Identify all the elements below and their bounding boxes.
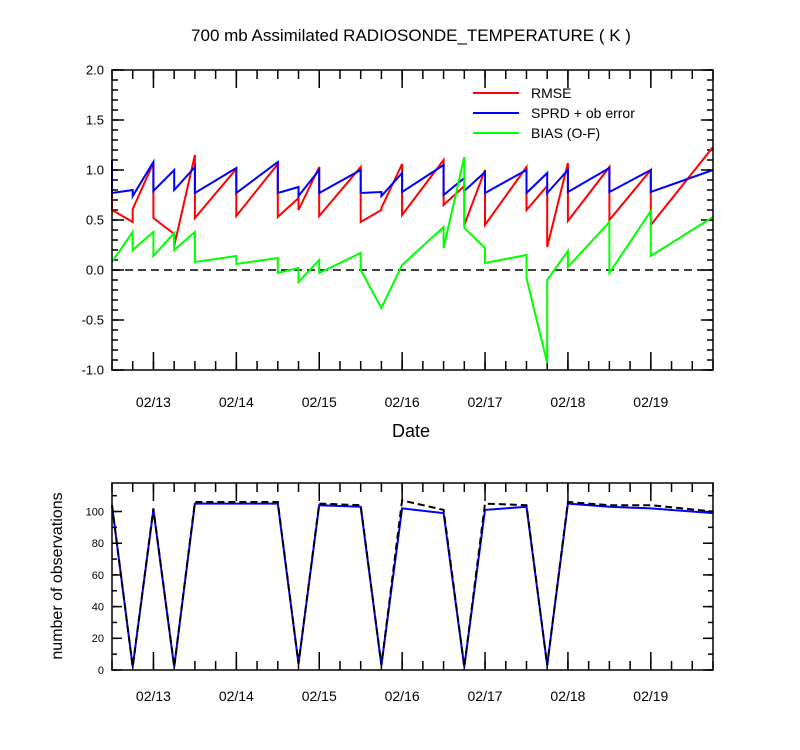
bottom-chart: 02/13 02/14 02/15 02/16 02/17 02/18 02/19 0 20 40… [86, 482, 714, 704]
x-tick-label: 02/16 [385, 394, 420, 410]
x-tick-label: 02/19 [633, 394, 668, 410]
y-tick-label: -0.5 [82, 313, 104, 328]
series-line-possible [111, 499, 714, 667]
y-tick-label: -1.0 [82, 363, 104, 378]
x-tick-label: 02/19 [633, 688, 668, 704]
x-tick-label: 02/16 [385, 688, 420, 704]
top-chart: 02/13 02/14 02/15 02/16 02/17 02/18 02/19 -1.0 -… [82, 63, 714, 410]
y-tick-label: 80 [92, 538, 104, 550]
x-tick-label: 02/18 [550, 394, 585, 410]
x-tick-label: 02/14 [219, 688, 254, 704]
chart-title: 700 mb Assimilated RADIOSONDE_TEMPERATUR… [191, 26, 631, 45]
x-tick-label: 02/18 [550, 688, 585, 704]
series-line-assimilated [111, 502, 714, 667]
plot-frame [111, 69, 714, 371]
y-tick-label: 2.0 [86, 63, 104, 78]
y-tick-label: 0.0 [86, 263, 104, 278]
x-axis-label: Date [392, 421, 430, 441]
y-tick-label: 40 [92, 601, 104, 613]
series-line-rmse [111, 146, 714, 248]
x-tick-label: 02/17 [468, 394, 503, 410]
x-tick-label: 02/14 [219, 394, 254, 410]
y-tick-label: 0 [98, 665, 104, 677]
legend-label: BIAS (O-F) [531, 125, 600, 141]
plot-frame [111, 482, 714, 671]
y-tick-label: 1.0 [86, 163, 104, 178]
y-tick-label: 0.5 [86, 213, 104, 228]
legend-label: SPRD + ob error [531, 105, 635, 121]
y-axis-label-obs: number of observations [49, 492, 66, 659]
series-line-bias-o-f [111, 156, 714, 364]
x-tick-label: 02/15 [302, 688, 337, 704]
x-tick-label: 02/13 [136, 688, 171, 704]
legend-label: RMSE [531, 85, 571, 101]
x-tick-label: 02/17 [468, 688, 503, 704]
x-tick-label: 02/15 [302, 394, 337, 410]
y-tick-label: 60 [92, 570, 104, 582]
y-tick-label: 100 [86, 506, 104, 518]
y-tick-label: 1.5 [86, 113, 104, 128]
x-tick-label: 02/13 [136, 394, 171, 410]
series-line-sprd-ob-error [111, 158, 714, 200]
y-tick-label: 20 [92, 633, 104, 645]
